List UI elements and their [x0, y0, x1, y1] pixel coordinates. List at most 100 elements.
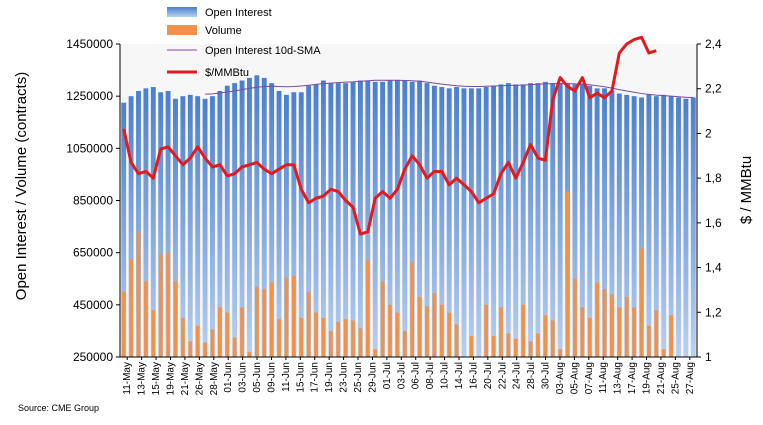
open-interest-bar: [335, 83, 341, 358]
open-interest-bar: [417, 80, 423, 358]
volume-bar: [188, 341, 193, 357]
volume-bar: [506, 333, 511, 357]
volume-bar: [565, 191, 570, 357]
volume-bar: [158, 253, 163, 357]
x-tick-label: 27-Aug: [685, 362, 696, 394]
x-tick-label: 05-Jun: [252, 362, 263, 393]
x-tick-label: 07-Aug: [584, 362, 595, 394]
volume-bar: [639, 248, 644, 357]
volume-bar: [284, 277, 289, 357]
open-interest-bar: [357, 80, 363, 358]
open-interest-bar: [372, 81, 378, 357]
y-right-tick-label: 2,4: [705, 37, 722, 51]
open-interest-bar: [328, 83, 334, 358]
open-interest-bar: [224, 85, 230, 357]
volume-bar: [499, 307, 503, 357]
x-tick-label: 01-Jul: [382, 362, 393, 389]
open-interest-bar: [187, 94, 193, 358]
volume-bar: [365, 260, 370, 357]
x-tick-label: 19-Jun: [324, 362, 335, 393]
x-tick-label: 09-Jun: [266, 362, 277, 393]
volume-bar: [121, 291, 126, 357]
volume-bar: [232, 337, 237, 357]
y-left-tick-label: 650000: [73, 246, 113, 260]
x-tick-label: 13-May: [137, 362, 148, 395]
volume-bar: [218, 307, 222, 357]
x-tick-label: 24-Jul: [512, 362, 523, 389]
volume-bar: [654, 310, 659, 357]
open-interest-bar: [254, 75, 260, 358]
volume-bar: [454, 324, 459, 357]
volume-bar: [321, 317, 326, 358]
open-interest-bar: [350, 81, 356, 357]
x-tick-label: 19-May: [165, 362, 176, 395]
volume-bar: [610, 294, 614, 357]
volume-bar: [447, 312, 452, 357]
y-axis-left-title: Open Interest / Volume (contracts): [13, 72, 30, 300]
open-interest-bar: [431, 85, 437, 357]
x-tick-label: 15-May: [151, 362, 162, 395]
open-interest-bar: [483, 87, 489, 357]
volume-bar: [181, 317, 185, 358]
open-interest-bar: [143, 88, 149, 357]
open-interest-bar: [306, 85, 312, 357]
open-interest-bar: [424, 83, 430, 358]
open-interest-bar: [535, 83, 541, 358]
open-interest-bar: [624, 94, 630, 358]
y-right-tick-label: 2,2: [705, 82, 722, 96]
x-tick-label: 21-Aug: [656, 362, 667, 394]
open-interest-bar: [505, 83, 511, 358]
x-tick-label: 16-Jul: [468, 362, 479, 389]
open-interest-bar: [128, 96, 134, 358]
volume-bar: [587, 317, 592, 358]
open-interest-bar: [446, 88, 452, 357]
volume-bar: [417, 297, 422, 357]
legend-label: Open Interest: [205, 7, 272, 19]
open-interest-bar: [461, 88, 467, 357]
x-tick-label: 15-Jun: [295, 362, 306, 393]
y-right-tick-label: 1,2: [705, 305, 722, 319]
x-tick-label: 11-May: [122, 362, 133, 395]
volume-bar: [373, 349, 378, 357]
open-interest-bar: [528, 83, 533, 358]
open-interest-bar: [690, 97, 696, 357]
x-tick-label: 17-Jun: [310, 362, 321, 393]
volume-bar: [410, 261, 415, 357]
open-interest-bar: [365, 80, 371, 358]
volume-bar: [166, 252, 170, 357]
open-interest-bar: [616, 93, 622, 357]
x-tick-label: 25-Jun: [353, 362, 364, 393]
volume-bar: [669, 315, 673, 357]
open-interest-bar: [261, 77, 267, 357]
volume-bar: [624, 297, 629, 357]
open-interest-bar: [217, 90, 223, 357]
volume-bar: [343, 319, 348, 357]
volume-bars: [121, 191, 673, 358]
open-interest-bar: [402, 80, 408, 358]
open-interest-bar: [520, 84, 526, 358]
open-interest-bar: [572, 84, 578, 358]
volume-bar: [151, 310, 156, 357]
volume-bar: [550, 320, 555, 357]
open-interest-bar: [468, 88, 474, 357]
volume-bar: [328, 330, 333, 357]
volume-bar: [388, 304, 392, 357]
y-right-tick-label: 1,8: [705, 171, 722, 185]
price-line: [122, 35, 657, 236]
x-tick-label: 26-May: [194, 362, 205, 395]
volume-bar: [536, 333, 540, 357]
x-tick-label: 03-Jun: [238, 362, 249, 393]
volume-bar: [528, 341, 533, 357]
y-right-tick-label: 1: [705, 350, 712, 364]
open-interest-bar: [631, 96, 637, 358]
open-interest-bar: [136, 90, 141, 357]
y-left-tick-label: 1250000: [66, 89, 113, 103]
volume-bar: [439, 304, 444, 357]
open-interest-bar: [676, 97, 681, 357]
open-interest-bar: [247, 77, 252, 357]
open-interest-bar: [579, 84, 585, 358]
volume-bar: [469, 336, 474, 357]
open-interest-bar: [158, 92, 164, 357]
x-tick-label: 01-Jun: [223, 362, 234, 393]
open-interest-bar: [557, 83, 563, 358]
